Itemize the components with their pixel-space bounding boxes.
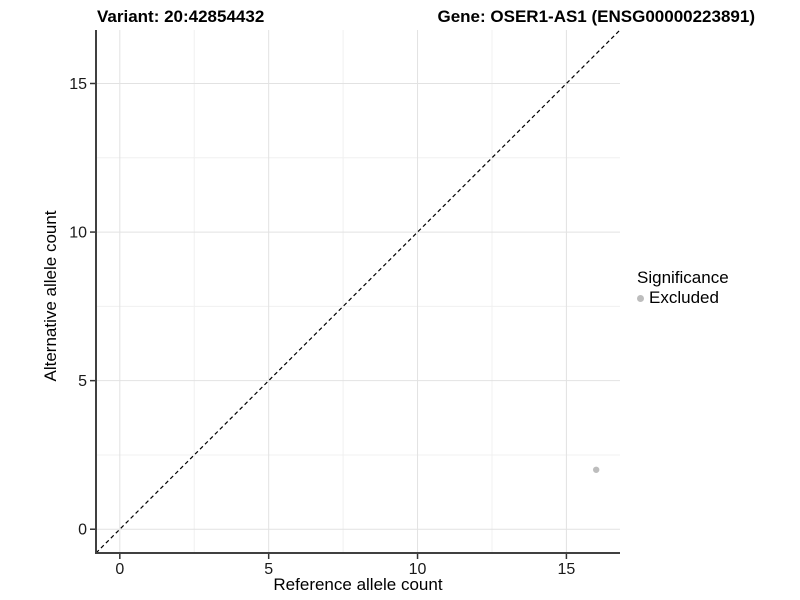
gridlines-major xyxy=(96,30,620,553)
y-tick-label: 5 xyxy=(78,373,87,390)
axis-ticks-and-labels: 0 5 10 15 0 5 10 15 xyxy=(69,76,575,578)
legend: Significance Excluded xyxy=(637,268,729,308)
plot-title-variant: Variant: 20:42854432 xyxy=(97,7,265,26)
y-tick-label: 0 xyxy=(78,522,87,539)
y-tick-label: 10 xyxy=(69,225,87,242)
legend-item-label: Excluded xyxy=(649,288,719,307)
data-points xyxy=(592,466,600,473)
y-tick-label: 15 xyxy=(69,76,87,93)
gridlines-minor xyxy=(96,30,620,553)
plot-title-gene: Gene: OSER1-AS1 (ENSG00000223891) xyxy=(437,7,756,26)
legend-point-icon xyxy=(637,294,644,302)
y-axis-title: Alternative allele count xyxy=(41,210,60,381)
legend-title: Significance xyxy=(637,268,729,287)
identity-reference-line xyxy=(95,29,621,554)
x-tick-label: 5 xyxy=(264,561,273,578)
legend-item-excluded: Excluded xyxy=(637,288,729,308)
x-axis-title: Reference allele count xyxy=(273,575,442,594)
chart-root: 0 5 10 15 0 5 10 15 xyxy=(69,29,621,578)
data-point xyxy=(592,466,600,473)
x-tick-label: 15 xyxy=(558,561,576,578)
x-tick-label: 0 xyxy=(115,561,124,578)
axis-lines xyxy=(95,30,620,554)
x-tick-label: 10 xyxy=(409,561,427,578)
